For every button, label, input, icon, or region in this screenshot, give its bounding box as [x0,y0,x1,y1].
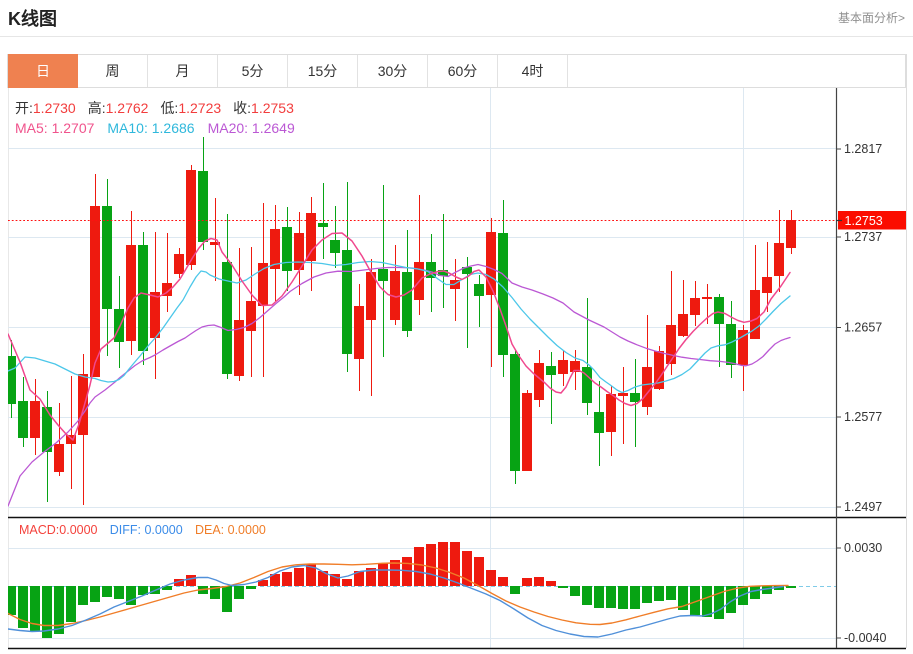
svg-text:1.2577: 1.2577 [844,410,882,424]
svg-text:1.2657: 1.2657 [844,321,882,335]
svg-text:1.2817: 1.2817 [844,142,882,156]
svg-text:-0.0040: -0.0040 [844,631,886,645]
svg-text:1.2753: 1.2753 [845,214,883,228]
svg-text:1.2497: 1.2497 [844,500,882,514]
svg-text:0.0030: 0.0030 [844,541,882,555]
svg-text:1.2737: 1.2737 [844,230,882,244]
